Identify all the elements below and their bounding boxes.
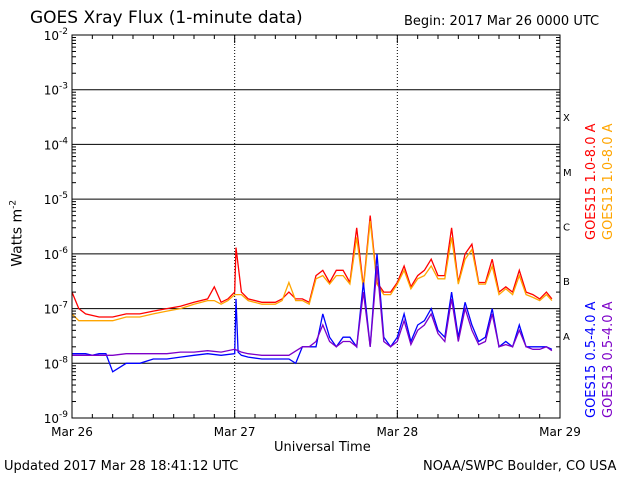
x-tick-label: Mar 28 [376, 425, 418, 439]
chart-title: GOES Xray Flux (1-minute data) [30, 8, 303, 28]
updated-timestamp: Updated 2017 Mar 28 18:41:12 UTC [4, 459, 239, 474]
credit-text: NOAA/SWPC Boulder, CO USA [423, 459, 617, 474]
legend-goes15-long: GOES15 1.0-8.0 A [584, 123, 599, 240]
y-tick-label: 10-7 [44, 301, 68, 317]
x-tick-label: Mar 29 [539, 425, 581, 439]
x-tick-label: Mar 26 [51, 425, 93, 439]
x-tick-label: Mar 27 [214, 425, 256, 439]
y-tick-label: 10-2 [44, 27, 68, 43]
begin-label: Begin: [404, 14, 446, 29]
legend-goes13-short: GOES13 0.5-4.0 A [601, 301, 616, 418]
x-axis-label: Universal Time [274, 440, 371, 455]
y-tick-label: 10-9 [44, 410, 69, 426]
flare-class-label-m: M [563, 168, 572, 179]
y-tick-label: 10-8 [44, 355, 69, 371]
legend-goes15-short: GOES15 0.5-4.0 A [584, 301, 599, 418]
begin-time: Begin: 2017 Mar 26 0000 UTC [404, 14, 599, 29]
begin-value: 2017 Mar 26 0000 UTC [449, 14, 600, 29]
plot-frame [71, 34, 561, 419]
series-line-3 [72, 265, 553, 356]
flare-class-label-b: B [563, 277, 570, 288]
y-tick-label: 10-5 [44, 191, 68, 207]
series-line-1 [71, 220, 553, 322]
y-tick-label: 10-6 [44, 246, 69, 262]
legend-goes13-long: GOES13 1.0-8.0 A [601, 123, 616, 240]
y-tick-label: 10-4 [44, 136, 69, 152]
flare-class-label-x: X [563, 113, 570, 124]
series-line-2 [72, 253, 553, 373]
flare-class-label-a: A [563, 332, 570, 343]
series-line-0 [71, 215, 553, 318]
flare-class-label-c: C [563, 223, 570, 234]
y-tick-label: 10-3 [44, 82, 68, 98]
